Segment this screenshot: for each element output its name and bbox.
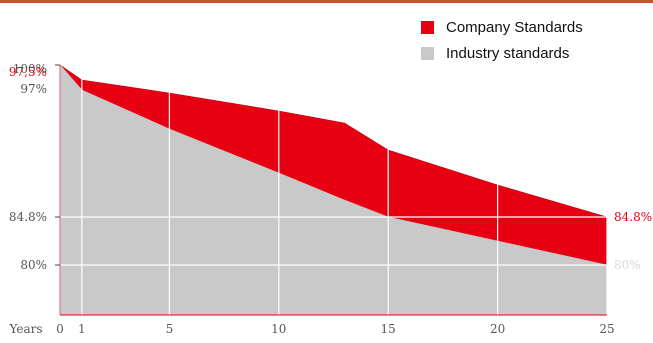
legend-swatch-industry: [421, 46, 434, 60]
x-tick-label-1: 1: [78, 322, 86, 336]
series-industry-standards-line: [59, 64, 608, 266]
y-tick-label-80: 80%: [20, 258, 47, 272]
y-tick-label-84-8: 84.8%: [9, 210, 47, 224]
y-tick-label-97: 97%: [20, 82, 47, 96]
series-company-standards-line: [59, 64, 608, 218]
y-tick-label-100: 100%: [13, 62, 47, 76]
x-tick-label-15: 15: [381, 322, 396, 336]
x-axis-title: Years: [8, 322, 42, 336]
x-tick-label-10: 10: [271, 322, 286, 336]
x-tick-label-20: 20: [490, 322, 505, 336]
end-label-84-8: 84.8%: [614, 210, 652, 224]
legend-label-company: Company Standards: [446, 18, 583, 36]
legend-swatch-company: [421, 20, 434, 34]
end-label-80: 80%: [614, 258, 641, 272]
series-company-standards-band: [60, 65, 607, 265]
x-tick-label-25: 25: [599, 322, 614, 336]
legend-item-company: Company Standards: [421, 14, 583, 40]
legend: Company Standards Industry standards: [421, 14, 583, 66]
legend-item-industry: Industry standards: [421, 40, 583, 66]
area-above-series: [60, 65, 607, 217]
top-rule: [0, 0, 653, 3]
x-tick-label-5: 5: [166, 322, 174, 336]
x-tick-label-0: 0: [56, 322, 64, 336]
legend-label-industry: Industry standards: [446, 44, 570, 62]
y-tick-label-97-5: 97,5%: [9, 65, 47, 79]
